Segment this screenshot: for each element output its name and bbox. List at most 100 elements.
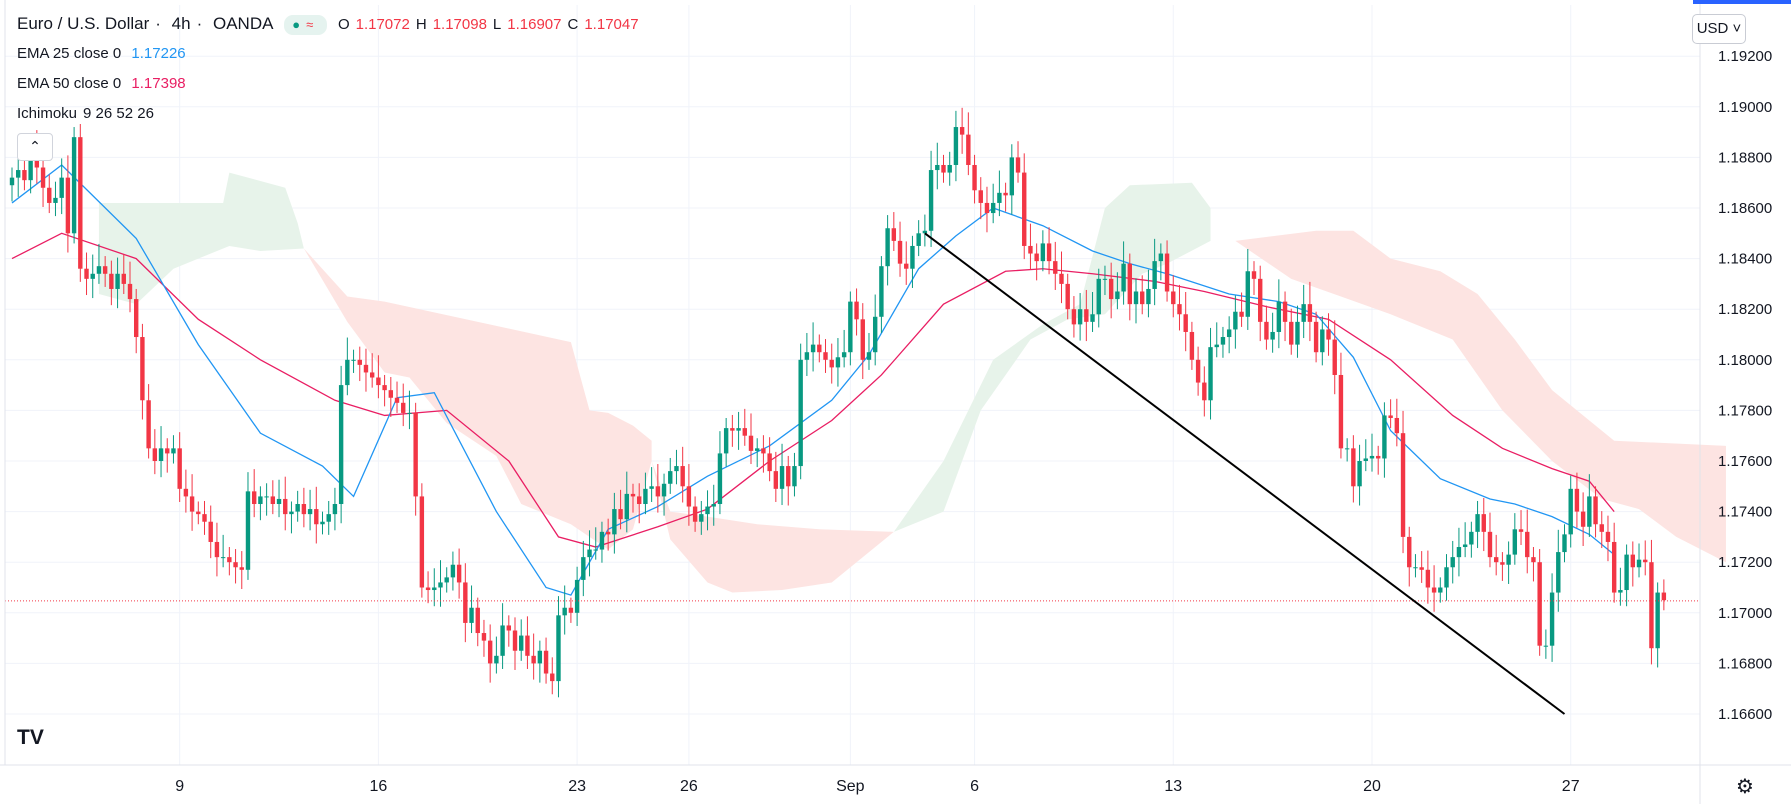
candle-body (189, 496, 195, 512)
candle-body (1158, 253, 1164, 262)
cloud-bear (303, 248, 652, 550)
candle-body (307, 509, 313, 515)
tradingview-logo[interactable]: TV (17, 726, 44, 749)
cloud-bull (98, 172, 304, 305)
candle-body (1574, 488, 1580, 512)
ichimoku-label[interactable]: Ichimoku (17, 105, 78, 122)
candle-body (1320, 329, 1325, 353)
candle-body (550, 673, 555, 682)
candle-body (1413, 567, 1418, 569)
candle-body (1065, 283, 1070, 310)
candle-body (90, 273, 95, 279)
ema25-legend[interactable]: EMA 25 close 0 1.17226 (17, 45, 192, 62)
chevron-down-icon: ˅ (1728, 20, 1742, 37)
candle-body (823, 352, 828, 360)
candle-body (264, 496, 269, 498)
candle-body (1543, 645, 1549, 647)
candle-body (860, 319, 865, 360)
candle-body (432, 587, 437, 591)
candle-body (804, 352, 810, 360)
candle-body (711, 504, 716, 507)
top-accent-bar (1693, 0, 1791, 4)
trendline[interactable] (924, 232, 1566, 715)
candle-body (562, 607, 567, 616)
collapse-legend-button[interactable]: ⌃ (17, 133, 53, 161)
time-tick-label: 13 (1164, 778, 1182, 795)
interval-label[interactable]: 4h (171, 14, 191, 33)
candle-body (1599, 524, 1604, 532)
ema50-legend[interactable]: EMA 50 close 0 1.17398 (17, 75, 192, 92)
candle-body (947, 164, 952, 173)
candle-body (1208, 347, 1213, 401)
exchange-label: OANDA (213, 14, 274, 33)
candle-body (637, 496, 642, 505)
market-status-badge[interactable]: ● ≈ (284, 14, 328, 35)
candle-body (1661, 592, 1667, 601)
candle-body (966, 134, 971, 165)
candle-body (1357, 461, 1362, 487)
candle-body (357, 359, 362, 365)
candle-body (922, 230, 928, 234)
candle-body (618, 509, 623, 520)
candle-body (463, 582, 468, 623)
symbol-legend[interactable]: Euro / U.S. Dollar · 4h · OANDA ● ≈ O 1.1707… (17, 14, 651, 35)
candle-body (1630, 554, 1636, 568)
candle-body (1046, 243, 1052, 262)
candle-body (146, 400, 151, 449)
candle-body (500, 625, 505, 656)
price-tick-label: 1.18800 (1718, 149, 1772, 166)
cloud-bear (651, 461, 894, 593)
candle-body (202, 514, 207, 522)
candle-body (345, 359, 350, 386)
candle-body (183, 488, 189, 497)
symbol-name[interactable]: Euro / U.S. Dollar (17, 14, 150, 33)
candle-body (382, 385, 387, 391)
candle-body (1090, 314, 1095, 322)
candle-body (1233, 311, 1238, 330)
candle-body (587, 549, 592, 558)
candle-body (848, 301, 853, 353)
candle-body (1264, 321, 1269, 340)
candle-body (1307, 304, 1313, 322)
candle-body (1593, 496, 1598, 525)
candle-body (581, 557, 586, 580)
gear-icon[interactable]: ⚙ (1736, 776, 1754, 798)
ema25-label[interactable]: EMA 25 close 0 (17, 45, 122, 62)
candle-body (1214, 344, 1219, 348)
candle-body (1382, 415, 1387, 459)
candle-body (543, 650, 549, 674)
candle-body (475, 607, 480, 634)
candle-body (134, 299, 139, 338)
candle-body (829, 359, 834, 368)
candle-body (1195, 359, 1201, 383)
candle-body (649, 486, 654, 489)
candle-body (295, 504, 300, 512)
candle-body (1177, 304, 1182, 315)
candle-body (630, 493, 636, 497)
candle-body (810, 344, 816, 353)
candle-body (1419, 567, 1424, 570)
candle-body (1531, 557, 1536, 563)
candle-body (40, 167, 46, 188)
candle-body (885, 228, 890, 267)
candle-body (1226, 329, 1232, 338)
candle-body (767, 453, 772, 472)
time-tick-label: Sep (836, 778, 865, 795)
candle-body (1475, 514, 1480, 532)
price-tick-label: 1.18000 (1718, 352, 1772, 369)
price-tick-label: 1.19200 (1718, 48, 1772, 65)
candle-body (674, 466, 679, 472)
ichimoku-legend[interactable]: Ichimoku 9 26 52 26 (17, 105, 160, 122)
candle-body (866, 352, 872, 360)
candle-body (755, 448, 760, 451)
candle-body (897, 240, 903, 264)
currency-select[interactable]: USD ˅ (1692, 14, 1746, 44)
candle-body (1152, 261, 1157, 289)
candle-body (593, 549, 598, 551)
ema50-label[interactable]: EMA 50 close 0 (17, 75, 122, 92)
candle-body (407, 412, 412, 414)
candle-body (531, 655, 536, 664)
candle-body (1363, 458, 1368, 461)
